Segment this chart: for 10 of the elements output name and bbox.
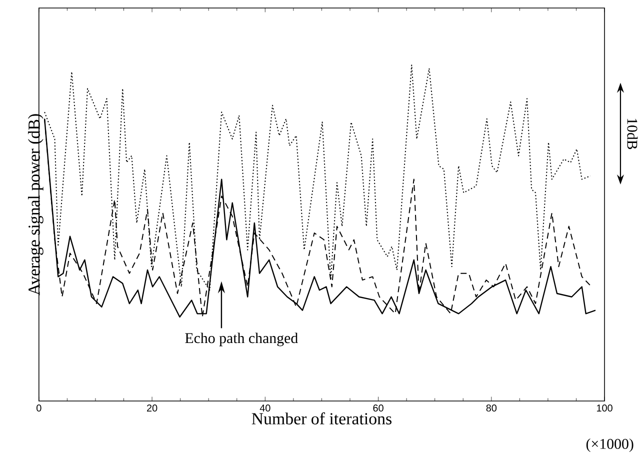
- annotation: Echo path changed: [185, 332, 298, 346]
- x-axis-title: Number of iterations: [252, 412, 392, 425]
- x-tick-label: 100: [596, 404, 612, 412]
- x-tick-label: 80: [486, 404, 497, 412]
- x-tick-label: 60: [373, 404, 384, 412]
- x-tick-label: 0: [36, 404, 42, 412]
- text: (×1000): [586, 438, 634, 452]
- text: 10dB: [627, 118, 638, 150]
- x-tick-label: 40: [260, 404, 270, 412]
- x-tick-label: 20: [147, 404, 158, 412]
